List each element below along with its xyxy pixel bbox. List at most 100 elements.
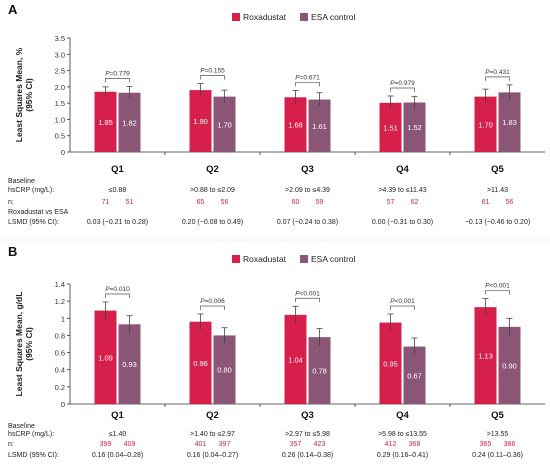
legend-swatch-roxadustat (232, 255, 240, 263)
baseline-range: >13.55 (487, 431, 509, 438)
baseline-row-label: hsCRP (mg/L): (8, 431, 54, 438)
bar-roxadustat (94, 91, 117, 152)
n-roxadustat: 60 (292, 199, 300, 206)
bar-esa (498, 326, 521, 404)
bar-roxadustat (284, 97, 307, 152)
bar-esa (308, 99, 331, 152)
lsmd-value: 0.26 (0.14–0.38) (282, 452, 333, 459)
y-axis-label-line: Least Squares Mean, % (14, 47, 24, 142)
data-label: 0.67 (407, 371, 422, 380)
chart-panel-a: A Roxadustat ESA control Least Squares Mean… (8, 2, 545, 226)
p-value-bracket (200, 75, 225, 80)
p-value-text: <0.001 (395, 298, 415, 305)
lsmd-value: 0.16 (0.04–0.27) (187, 452, 238, 459)
x-category-label: Q3 (301, 164, 314, 175)
n-roxadustat: 65 (197, 199, 205, 206)
x-category-label: Q2 (206, 164, 219, 175)
x-category-label: Q2 (206, 410, 219, 421)
n-esa: 386 (504, 441, 516, 448)
data-label: 1.61 (312, 122, 327, 131)
lsmd-value: 0.00 (−0.31 to 0.30) (372, 219, 433, 226)
n-roxadustat: 365 (480, 441, 492, 448)
baseline-range: >1.40 to ≤2.97 (190, 431, 235, 438)
p-value-label: P=0.779 (105, 71, 130, 78)
baseline-range: >0.88 to ≤2.09 (190, 187, 235, 194)
n-roxadustat: 399 (100, 441, 112, 448)
n-roxadustat: 61 (482, 199, 490, 206)
n-esa: 62 (411, 199, 419, 206)
legend-label-esa: ESA control (311, 254, 356, 264)
y-tick-label: 1 (61, 314, 65, 323)
bar-roxadustat (189, 90, 212, 152)
lsmd-value: 0.29 (0.16–0.41) (377, 452, 428, 459)
x-category-label: Q4 (396, 410, 409, 421)
data-label: 1.68 (288, 121, 303, 130)
p-symbol: P (390, 298, 395, 305)
p-value-label: P<0.001 (390, 298, 415, 305)
lsmd-value: −0.13 (−0.46 to 0.20) (465, 219, 530, 226)
n-esa: 59 (316, 199, 324, 206)
bar-esa (213, 96, 236, 152)
bar-roxadustat (474, 307, 497, 404)
baseline-range: >5.98 to ≤13.55 (378, 431, 427, 438)
bar-esa (403, 102, 426, 152)
y-tick-label: 0.4 (55, 366, 65, 375)
bar-roxadustat (94, 310, 117, 404)
lsmd-value: 0.20 (−0.08 to 0.49) (182, 219, 243, 226)
y-tick-label: 1.2 (55, 297, 65, 306)
bar-roxadustat (474, 96, 497, 152)
legend-label-roxadustat: Roxadustat (243, 12, 287, 22)
p-value-text: =0.779 (110, 71, 130, 78)
p-value-label: P=0.155 (200, 68, 225, 75)
y-tick-label: 1.5 (55, 99, 65, 108)
n-esa: 56 (506, 199, 514, 206)
p-value-text: =0.006 (205, 298, 225, 305)
y-tick-label: 2.5 (55, 67, 65, 76)
p-value-bracket (390, 305, 415, 310)
y-tick-label: 3.0 (55, 50, 65, 59)
legend-swatch-esa (300, 13, 308, 21)
p-symbol: P (105, 71, 110, 78)
legend-label-roxadustat: Roxadustat (243, 254, 287, 264)
p-value-text: =0.431 (490, 69, 510, 76)
legend-swatch-roxadustat (232, 13, 240, 21)
n-roxadustat: 357 (290, 441, 302, 448)
n-esa: 51 (126, 199, 134, 206)
panel-letter: B (8, 244, 17, 259)
y-tick-label: 1.4 (55, 280, 65, 289)
y-tick-label: 0 (61, 148, 65, 157)
bar-roxadustat (284, 314, 307, 404)
baseline-row-label: hsCRP (mg/L): (8, 187, 54, 194)
baseline-range: >2.97 to ≤5.98 (285, 431, 330, 438)
n-esa: 368 (409, 441, 421, 448)
lsmd-value: 0.24 (0.11–0.36) (472, 452, 523, 459)
data-label: 1.09 (98, 353, 113, 362)
y-tick-label: 0 (61, 400, 65, 409)
baseline-range: >4.39 to ≤11.43 (378, 187, 426, 194)
data-label: 0.93 (122, 360, 137, 369)
data-label: 1.83 (502, 118, 517, 127)
x-category-label: Q4 (396, 164, 409, 175)
data-label: 0.96 (193, 359, 208, 368)
bar-roxadustat (379, 102, 402, 152)
lsmd-value: 0.16 (0.04–0.28) (92, 452, 143, 459)
n-roxadustat: 401 (195, 441, 207, 448)
p-symbol: P (295, 290, 300, 297)
data-label: 1.52 (407, 123, 422, 132)
chart-panel-b: B Roxadustat ESA control Least Squares Mean… (8, 244, 545, 459)
p-value-bracket (485, 290, 510, 295)
panel-letter: A (8, 2, 18, 17)
data-label: 1.13 (478, 352, 493, 361)
bar-esa (403, 346, 426, 404)
x-category-label: Q5 (491, 164, 504, 175)
bar-esa (213, 335, 236, 404)
y-tick-label: 0.5 (55, 132, 65, 141)
p-value-label: P=0.671 (295, 74, 320, 81)
baseline-row-label: Baseline (8, 178, 35, 185)
n-esa: 56 (221, 199, 229, 206)
legend-swatch-esa (300, 255, 308, 263)
lsmd-row-label: LSMD (95% CI): (8, 452, 59, 459)
p-value-bracket (105, 293, 130, 298)
p-value-text: <0.001 (300, 290, 320, 297)
